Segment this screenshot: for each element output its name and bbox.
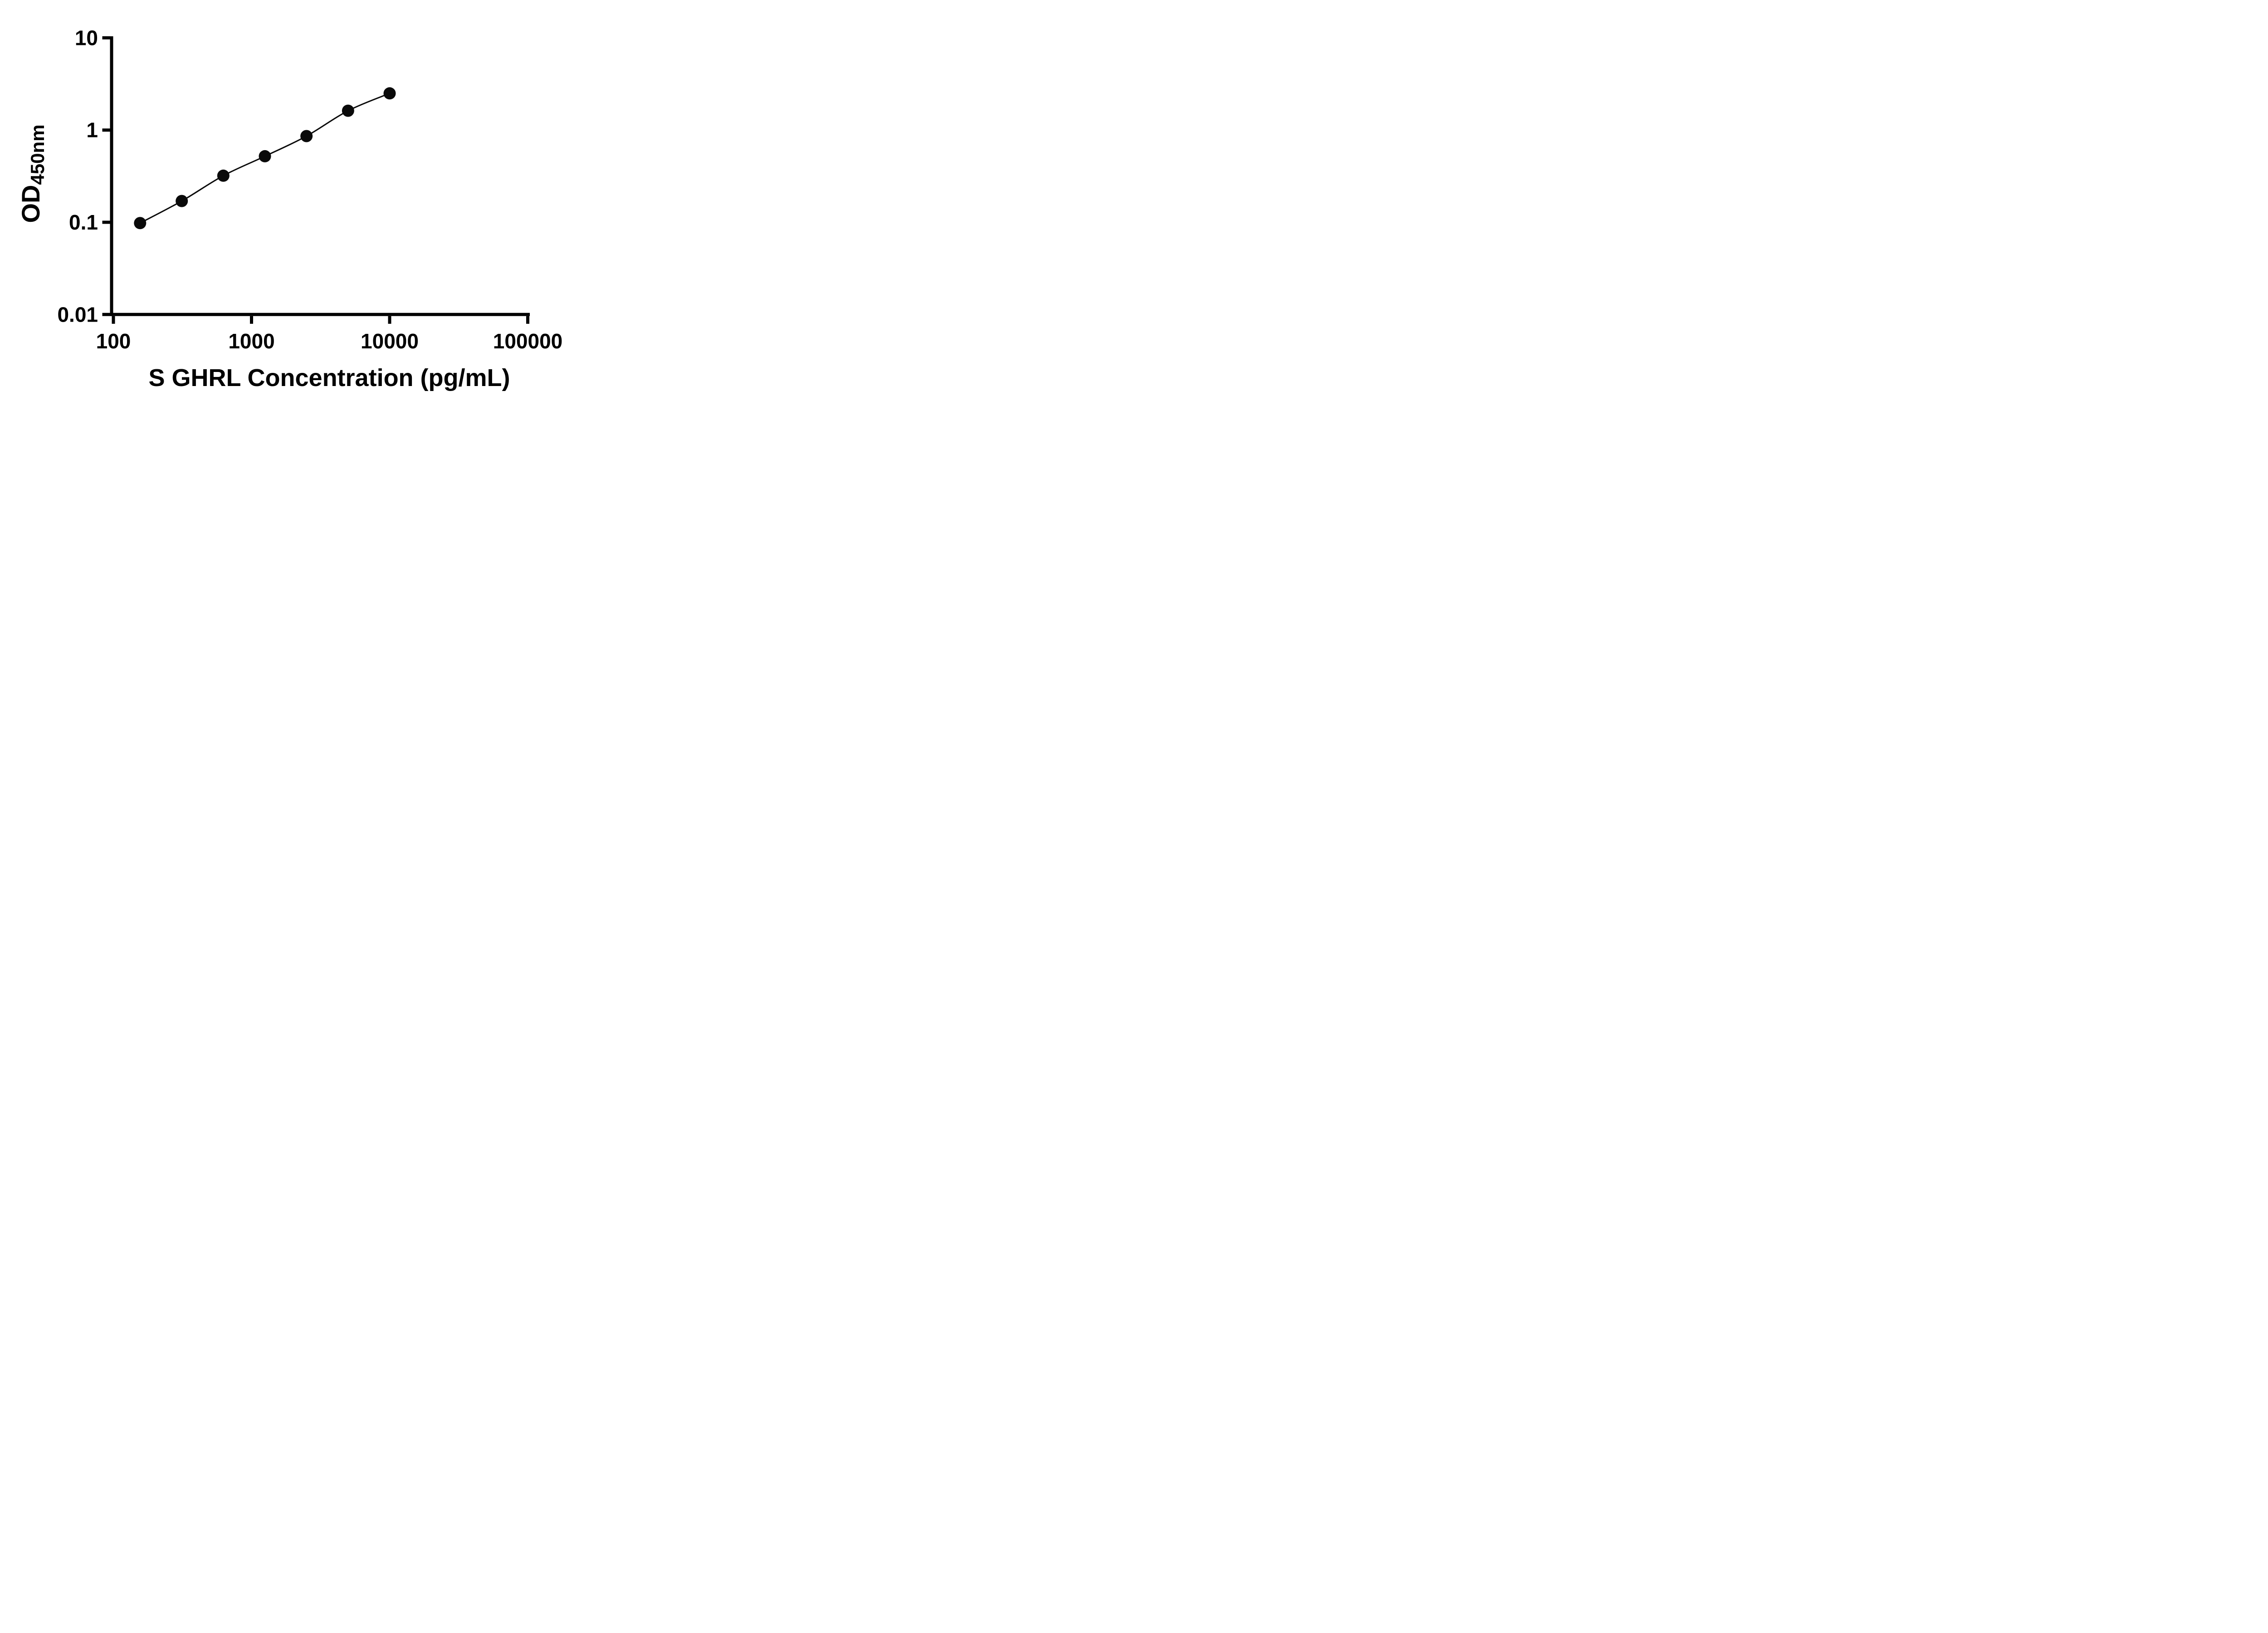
x-tick-label: 100: [96, 329, 131, 353]
data-point: [134, 217, 147, 230]
data-point: [176, 195, 188, 207]
x-tick-label: 10000: [361, 329, 419, 353]
y-axis-title-subscript: 450nm: [27, 124, 48, 185]
standard-curve-chart: 100 1000 10000 100000 10 1 0.1 0.01: [57, 26, 563, 353]
y-tick-label: 1: [86, 118, 98, 142]
data-point: [259, 150, 271, 162]
y-tick-label: 0.01: [57, 303, 98, 326]
y-axis-title-main: OD: [16, 185, 45, 223]
y-tick-label: 0.1: [69, 210, 98, 234]
chart-page: 100 1000 10000 100000 10 1 0.1 0.01 OD450nm S G…: [0, 0, 583, 408]
x-axis-title: S GHRL Concentration (pg/mL): [148, 364, 510, 391]
data-point: [342, 104, 354, 117]
data-point: [217, 169, 230, 182]
y-tick-label: 10: [75, 26, 98, 49]
data-point: [383, 87, 396, 100]
y-axis-title: OD450nm: [16, 124, 49, 223]
x-tick-label: 100000: [493, 329, 563, 353]
data-point: [300, 130, 313, 142]
x-tick-label: 1000: [228, 329, 274, 353]
